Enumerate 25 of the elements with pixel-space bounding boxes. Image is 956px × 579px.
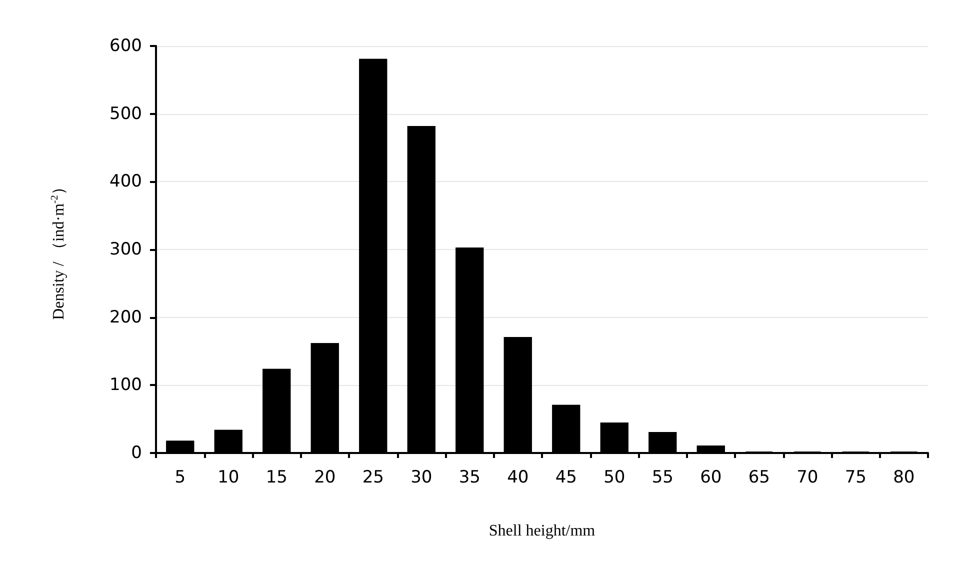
- x-tick-label: 35: [458, 468, 480, 488]
- x-tick-label: 45: [555, 468, 577, 488]
- x-tick-label: 5: [174, 468, 186, 488]
- x-tick-label: 80: [893, 468, 915, 488]
- x-tick-label: 50: [604, 468, 626, 488]
- x-tick-label: 40: [507, 468, 529, 488]
- x-tick-label: 65: [748, 468, 770, 488]
- y-tick-label: 100: [110, 375, 142, 396]
- y-tick-label: 500: [110, 104, 142, 124]
- x-tick-label: 25: [362, 468, 384, 488]
- x-tick-label: 15: [266, 468, 288, 488]
- y-tick-label: 200: [110, 307, 142, 328]
- y-axis-title: Density / （ind·m-2）: [50, 179, 68, 320]
- y-tick-label: 0: [131, 443, 142, 463]
- x-tick-label: 60: [700, 468, 722, 488]
- x-tick-label: 10: [218, 468, 240, 488]
- x-axis-title: Shell height/mm: [488, 522, 596, 540]
- x-tick-label: 20: [314, 468, 336, 488]
- y-tick-label: 400: [110, 172, 142, 192]
- x-tick-label: 30: [410, 468, 432, 488]
- x-tick-label: 75: [844, 468, 866, 488]
- x-tick-label: 55: [652, 468, 674, 488]
- y-tick-label: 600: [110, 36, 142, 56]
- y-tick-label: 300: [110, 240, 142, 260]
- x-tick-label: 70: [796, 468, 818, 488]
